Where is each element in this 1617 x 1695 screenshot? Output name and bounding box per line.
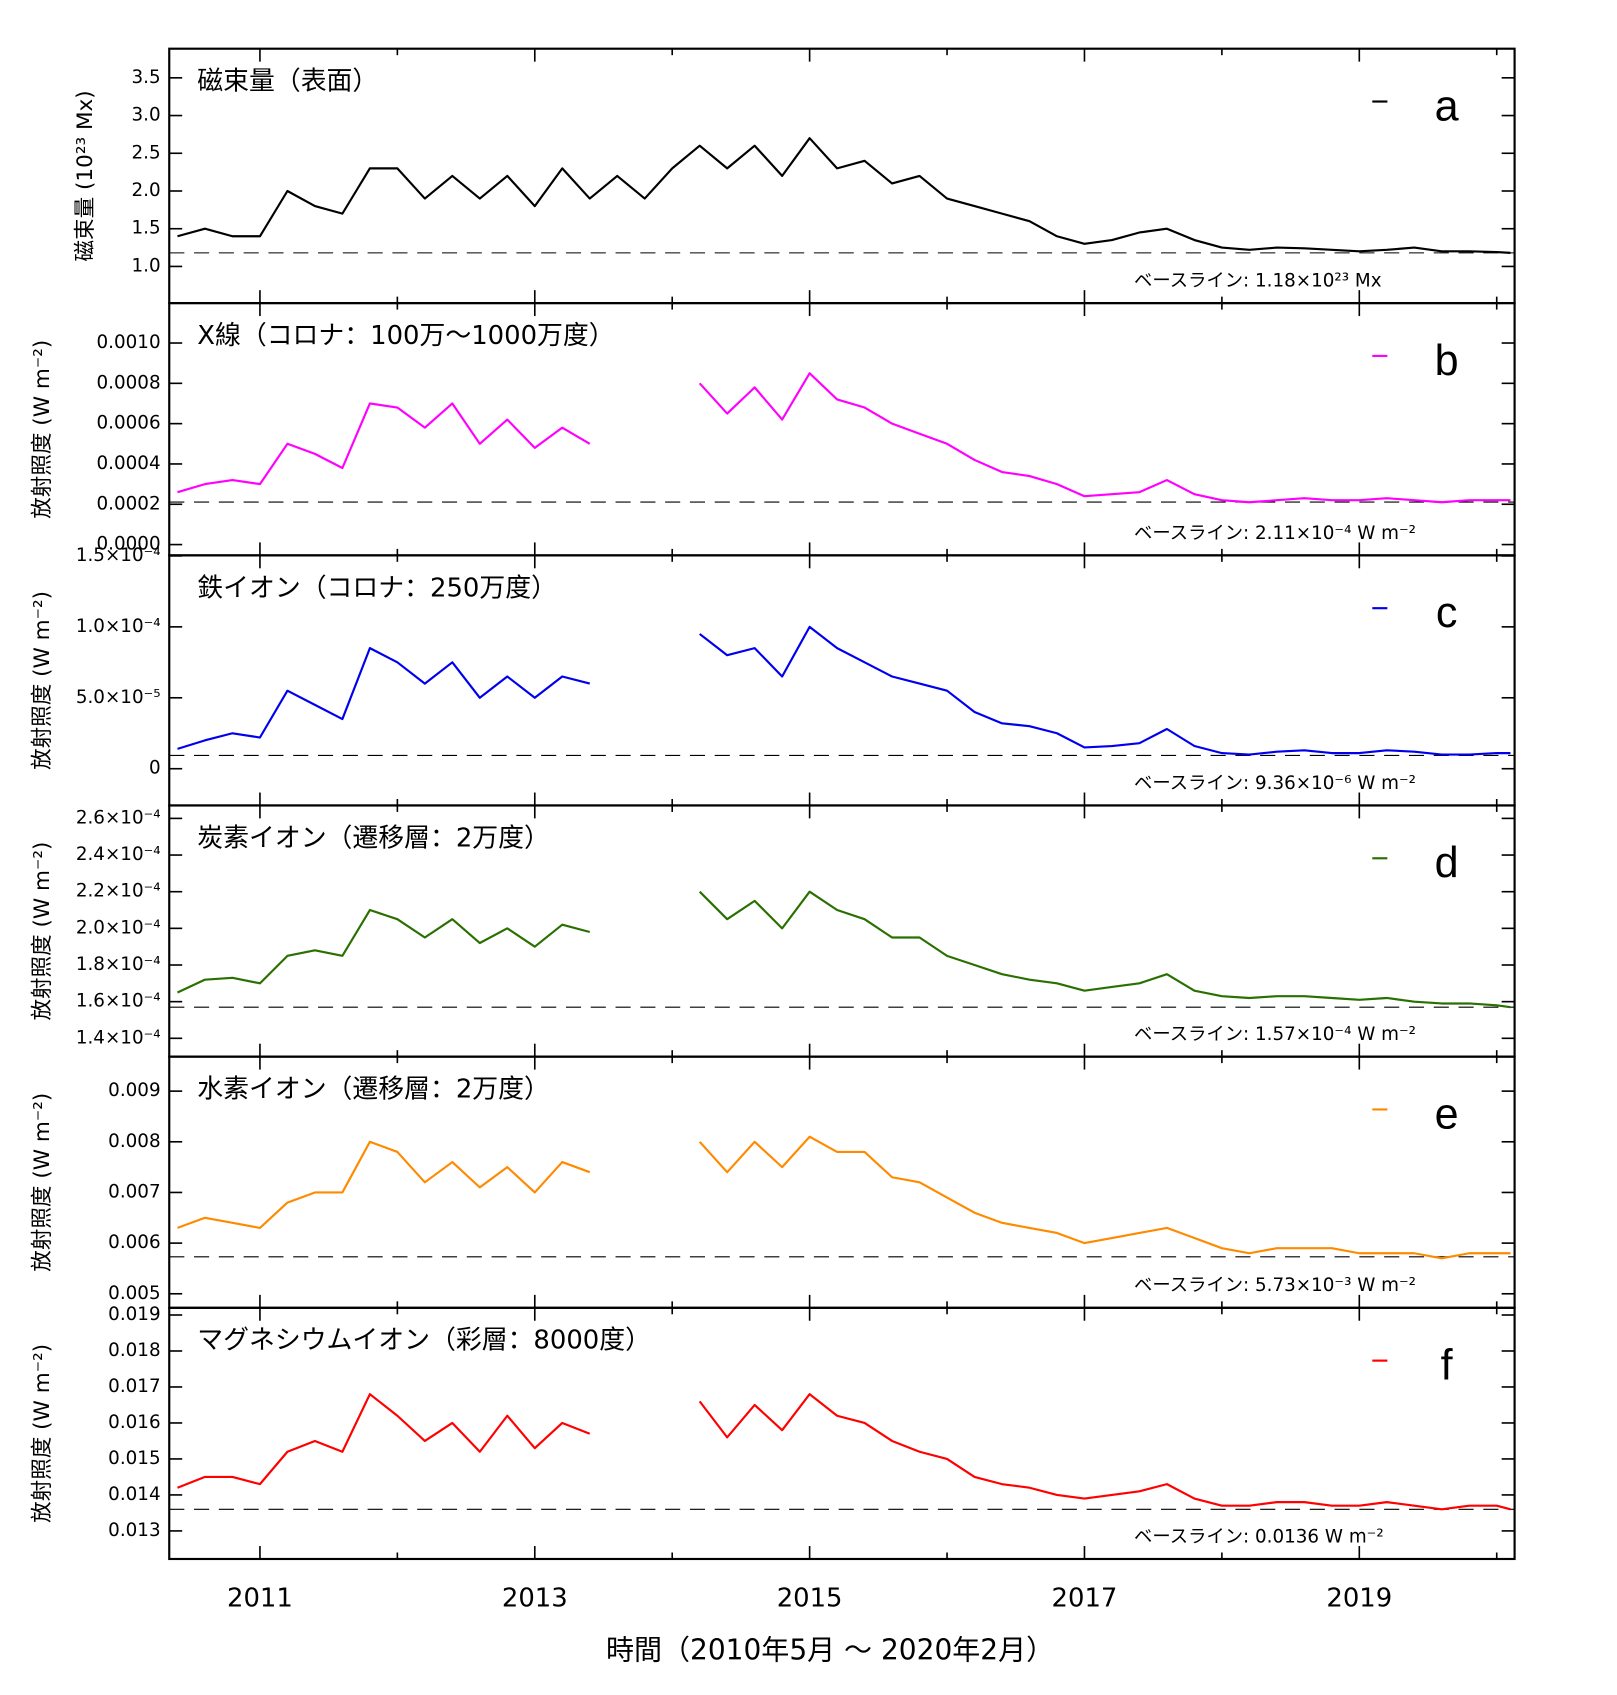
y-tick-label: 0.013 [108, 1520, 160, 1541]
y-tick-label: 0.016 [108, 1412, 160, 1433]
y-tick-label: 1.5 [131, 218, 160, 239]
y-tick-label: 0.009 [108, 1080, 160, 1101]
y-tick-label: 3.0 [131, 105, 160, 126]
panel-title: 炭素イオン（遷移層：2万度） [197, 823, 550, 853]
x-tick-label: 2017 [1052, 1583, 1118, 1613]
x-tick-label: 2019 [1326, 1583, 1392, 1613]
x-tick-label: 2015 [777, 1583, 843, 1613]
y-tick-label: 0.0006 [97, 413, 161, 434]
y-tick-label: 2.5 [131, 142, 160, 163]
y-tick-label: 0.015 [108, 1448, 160, 1469]
x-tick-label: 2011 [227, 1583, 293, 1613]
y-tick-label: 0.0004 [97, 453, 161, 474]
y-tick-label: 0.017 [108, 1376, 160, 1397]
y-tick-label: 2.4×10⁻⁴ [76, 844, 161, 865]
y-axis-label: 放射照度 (W m⁻²) [30, 1344, 55, 1523]
y-tick-label: 2.6×10⁻⁴ [76, 807, 161, 828]
y-tick-label: 0.0000 [97, 534, 161, 555]
y-tick-label: 0.019 [108, 1304, 160, 1325]
panel: 1.4×10⁻⁴ 1.6×10⁻⁴ 1.8×10⁻⁴ 2.0×10⁻⁴ 2.2×10⁻⁴… [30, 804, 1516, 1058]
baseline-label: ベースライン: 5.73×10⁻³ W m⁻² [1134, 1275, 1416, 1296]
panel-letter: e [1435, 1090, 1459, 1138]
y-tick-label: 0.008 [108, 1131, 160, 1152]
panel-letter: a [1435, 82, 1459, 130]
series-line [177, 137, 1511, 254]
y-tick-label: 1.0×10⁻⁴ [76, 616, 161, 637]
y-axis-label: 放射照度 (W m⁻²) [30, 1093, 55, 1272]
panel-title: 鉄イオン（コロナ：250万度） [197, 573, 557, 603]
y-tick-label: 0 [149, 758, 161, 779]
y-tick-label: 0.007 [108, 1181, 160, 1202]
y-tick-label: 0.006 [108, 1232, 160, 1253]
x-axis-label: 時間（2010年5月 〜 2020年2月） [606, 1634, 1054, 1667]
baseline-label: ベースライン: 1.57×10⁻⁴ W m⁻² [1134, 1024, 1416, 1045]
series-line [177, 1135, 1511, 1260]
y-tick-label: 2.2×10⁻⁴ [76, 881, 161, 902]
y-tick-label: 3.5 [131, 67, 160, 88]
y-tick-label: 0.018 [108, 1340, 160, 1361]
x-tick-label: 2013 [502, 1583, 568, 1613]
baseline-label: ベースライン: 0.0136 W m⁻² [1134, 1526, 1384, 1547]
panel-letter: d [1435, 839, 1459, 887]
panel: 0.0000 0.0002 0.0004 0.0006 0.0008 0.0010 ベースラ… [30, 302, 1516, 557]
panel-letter: c [1436, 589, 1458, 637]
y-tick-label: 1.5×10⁻⁴ [76, 545, 161, 566]
panel-frame [168, 1306, 1516, 1561]
y-tick-label: 0.0002 [97, 493, 161, 514]
y-axis-label: 放射照度 (W m⁻²) [30, 340, 55, 519]
baseline-label: ベースライン: 2.11×10⁻⁴ W m⁻² [1134, 523, 1416, 544]
series-line [177, 625, 1511, 756]
y-tick-label: 2.0×10⁻⁴ [76, 917, 161, 938]
y-tick-label: 1.6×10⁻⁴ [76, 991, 161, 1012]
panel-letter: f [1441, 1342, 1454, 1390]
y-tick-label: 5.0×10⁻⁵ [76, 687, 161, 708]
y-tick-label: 1.8×10⁻⁴ [76, 954, 161, 975]
y-tick-label: 0.014 [108, 1484, 160, 1505]
panel-title: マグネシウムイオン（彩層：8000度） [197, 1326, 651, 1356]
baseline-label: ベースライン: 1.18×10²³ Mx [1134, 271, 1382, 292]
panel: 0 5.0×10⁻⁵ 1.0×10⁻⁴ 1.5×10⁻⁴ ベースライン: 9.36×10… [30, 545, 1516, 807]
panel: 0.005 0.006 0.007 0.008 0.009 ベースライン: 5.73×10… [30, 1055, 1516, 1309]
panel: 0.013 0.014 0.015 0.016 0.017 0.018 0.019 2011 2… [30, 1304, 1516, 1613]
y-tick-label: 1.4×10⁻⁴ [76, 1027, 161, 1048]
y-tick-label: 1.0 [131, 255, 160, 276]
panel: 1.0 1.5 2.0 2.5 3.0 3.5 ベースライン: 1.18×10²³ Mx 磁束… [73, 47, 1516, 305]
baseline-label: ベースライン: 9.36×10⁻⁶ W m⁻² [1134, 773, 1416, 794]
panel-title: 水素イオン（遷移層：2万度） [197, 1075, 550, 1105]
y-axis-label: 放射照度 (W m⁻²) [30, 591, 55, 770]
y-tick-label: 0.0008 [97, 372, 161, 393]
y-tick-label: 0.005 [108, 1283, 160, 1304]
series-line [177, 372, 1511, 504]
y-tick-label: 0.0010 [97, 332, 161, 353]
panel-title: X線（コロナ：100万〜1000万度） [197, 321, 614, 351]
y-axis-label: 磁束量 (10²³ Mx) [73, 90, 98, 261]
series-line [177, 1393, 1511, 1511]
y-axis-label: 放射照度 (W m⁻²) [30, 842, 55, 1021]
panel-title: 磁束量（表面） [197, 67, 378, 97]
panel-letter: b [1435, 337, 1459, 385]
y-tick-label: 2.0 [131, 180, 160, 201]
series-line [177, 890, 1511, 1009]
